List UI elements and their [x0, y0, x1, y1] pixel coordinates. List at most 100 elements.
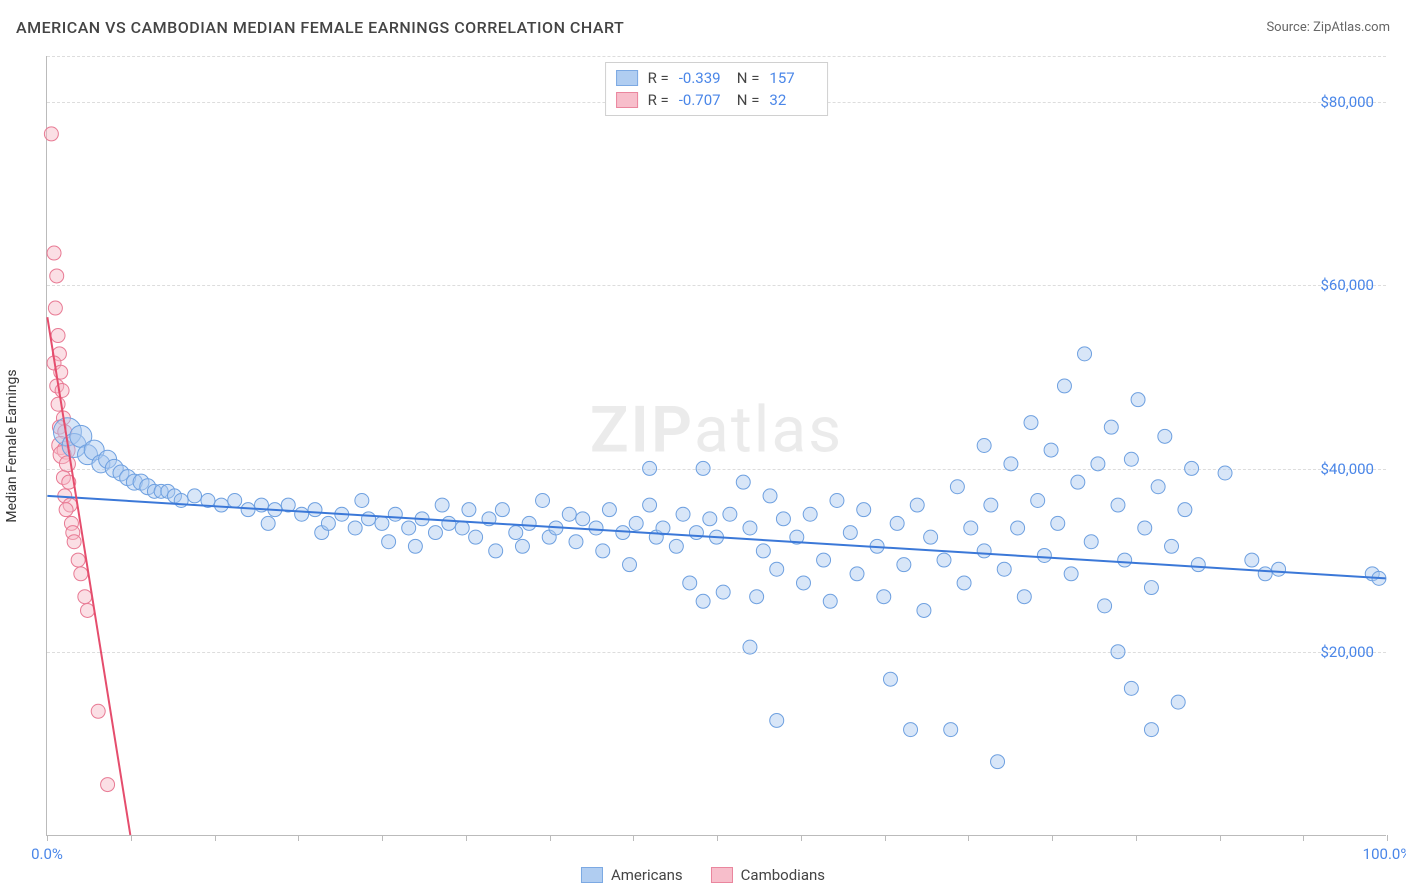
data-point — [1258, 567, 1272, 581]
data-point — [1245, 553, 1259, 567]
data-point — [1051, 516, 1065, 530]
source-value: ZipAtlas.com — [1313, 20, 1390, 35]
legend-label-americans: Americans — [611, 866, 683, 884]
data-point — [1111, 645, 1125, 659]
data-point — [623, 558, 637, 572]
data-point — [1151, 480, 1165, 494]
data-point — [796, 576, 810, 590]
data-point — [917, 603, 931, 617]
data-point — [770, 562, 784, 576]
data-point — [348, 521, 362, 535]
data-point — [1064, 567, 1078, 581]
legend-swatch-bottom-americans — [581, 867, 603, 883]
legend-item-americans: Americans — [581, 866, 683, 884]
data-point — [362, 512, 376, 526]
legend-swatch-cambodians — [616, 92, 638, 108]
stat-r-cambodians: -0.707 — [679, 91, 727, 109]
data-point — [509, 526, 523, 540]
data-point — [1057, 379, 1071, 393]
data-point — [1124, 681, 1138, 695]
chart-plot-area: ZIPatlas $20,000$40,000$60,000$80,000 0.… — [46, 56, 1386, 836]
data-point — [924, 530, 938, 544]
data-point — [1004, 457, 1018, 471]
source-label: Source: — [1266, 20, 1309, 35]
data-point — [716, 585, 730, 599]
data-point — [50, 269, 64, 283]
data-point — [101, 778, 115, 792]
chart-source: Source: ZipAtlas.com — [1266, 20, 1390, 35]
data-point — [462, 503, 476, 517]
data-point — [47, 246, 61, 260]
data-point — [388, 507, 402, 521]
data-point — [1124, 452, 1138, 466]
data-point — [997, 562, 1011, 576]
data-point — [1084, 535, 1098, 549]
data-point — [756, 544, 770, 558]
data-point — [1031, 493, 1045, 507]
data-point — [991, 755, 1005, 769]
data-point — [643, 461, 657, 475]
data-point — [576, 512, 590, 526]
data-point — [817, 553, 831, 567]
data-point — [536, 493, 550, 507]
data-point — [435, 498, 449, 512]
data-point — [1138, 521, 1152, 535]
data-point — [1024, 416, 1038, 430]
data-point — [1158, 429, 1172, 443]
data-point — [1191, 558, 1205, 572]
data-point — [44, 127, 58, 141]
data-point — [59, 456, 75, 472]
legend-label-cambodians: Cambodians — [741, 866, 825, 884]
data-point — [81, 603, 95, 617]
data-point — [750, 590, 764, 604]
data-point — [1144, 723, 1158, 737]
data-point — [984, 498, 998, 512]
data-point — [489, 544, 503, 558]
legend-swatch-americans — [616, 70, 638, 86]
data-point — [1178, 503, 1192, 517]
data-point — [723, 507, 737, 521]
data-point — [830, 493, 844, 507]
data-point — [669, 539, 683, 553]
stat-n-americans: 157 — [769, 69, 817, 87]
chart-header: AMERICAN VS CAMBODIAN MEDIAN FEMALE EARN… — [16, 18, 1390, 37]
data-point — [55, 384, 69, 398]
legend-bottom: Americans Cambodians — [581, 866, 825, 884]
data-point — [950, 480, 964, 494]
data-point — [823, 594, 837, 608]
data-point — [1171, 695, 1185, 709]
legend-swatch-bottom-cambodians — [711, 867, 733, 883]
data-point — [1071, 475, 1085, 489]
data-point — [696, 594, 710, 608]
data-point — [522, 516, 536, 530]
data-point — [964, 521, 978, 535]
data-point — [944, 723, 958, 737]
legend-stats-row-cambodians: R = -0.707 N = 32 — [616, 89, 818, 111]
legend-stats-row-americans: R = -0.339 N = 157 — [616, 67, 818, 89]
data-point — [74, 567, 88, 581]
data-point — [743, 640, 757, 654]
data-point — [696, 461, 710, 475]
data-point — [48, 301, 62, 315]
data-point — [495, 503, 509, 517]
data-point — [1144, 581, 1158, 595]
data-point — [977, 544, 991, 558]
data-point — [1044, 443, 1058, 457]
data-point — [857, 503, 871, 517]
data-point — [241, 503, 255, 517]
stat-n-cambodians: 32 — [769, 91, 817, 109]
data-point — [843, 526, 857, 540]
scatter-svg — [47, 56, 1386, 835]
data-point — [1104, 420, 1118, 434]
data-point — [261, 516, 275, 530]
data-point — [67, 535, 81, 549]
data-point — [402, 521, 416, 535]
data-point — [91, 704, 105, 718]
data-point — [596, 544, 610, 558]
data-point — [703, 512, 717, 526]
data-point — [957, 576, 971, 590]
data-point — [689, 526, 703, 540]
data-point — [188, 489, 202, 503]
legend-item-cambodians: Cambodians — [711, 866, 825, 884]
data-point — [904, 723, 918, 737]
